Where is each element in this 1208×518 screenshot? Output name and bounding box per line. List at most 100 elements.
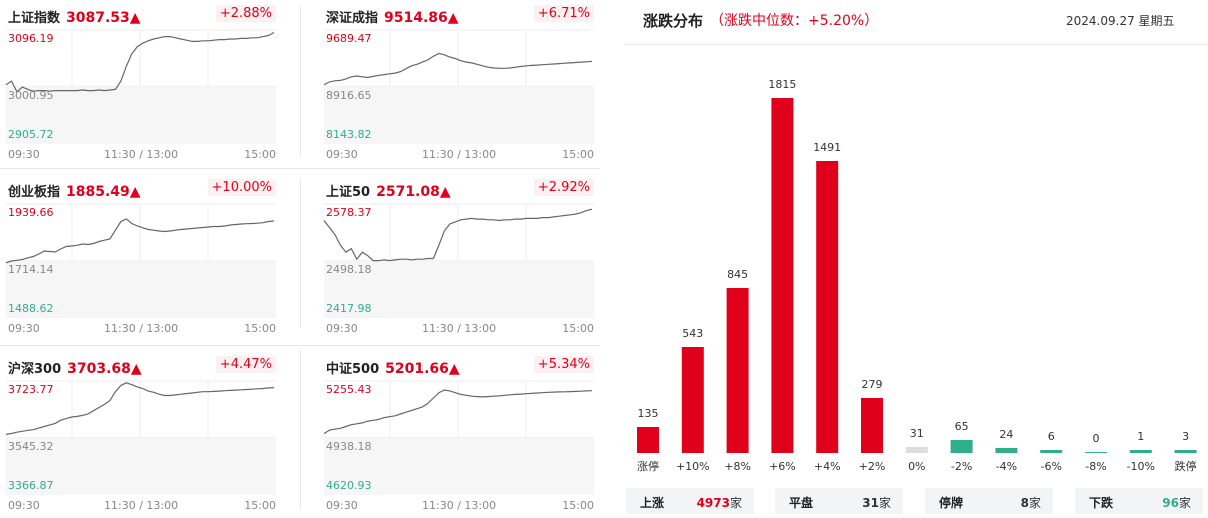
time-end: 15:00 [244,499,276,512]
distribution-bar [995,448,1018,453]
y-mid-label: 3000.95 [8,88,54,102]
price-line [5,31,275,93]
index-change: +2.88% [215,5,276,22]
bar-count-label: 279 [862,378,883,391]
time-end: 15:00 [562,322,594,335]
summary-value: 8家 [1020,496,1041,510]
bar-count-label: 845 [727,268,748,281]
bar-category-label: +10% [676,460,710,473]
y-high-label: 9689.47 [326,32,372,45]
time-end: 15:00 [562,148,594,161]
index-name: 深证成指 9514.86▲ [326,10,459,26]
price-line [323,52,593,86]
distribution-median: （涨跌中位数：+5.20%） [710,13,879,29]
index-card[interactable]: 深证成指 9514.86▲ +6.71% 9689.47 8916.65 8143.82 0… [318,0,600,165]
index-card[interactable]: 上证指数 3087.53▲ +2.88% 3096.19 3000.95 2905.72 0… [0,0,282,165]
y-high-label: 1939.66 [8,206,54,219]
summary-item: 停牌 8家 [925,488,1053,514]
time-start: 09:30 [8,148,40,161]
bar-category-label: -8% [1085,460,1106,473]
y-mid-label: 3545.32 [8,439,54,453]
distribution-bar [681,347,704,453]
time-start: 09:30 [326,322,358,335]
index-value: 2571.08▲ [376,184,451,200]
bar-category-label: -10% [1127,460,1155,473]
intraday-chart [323,380,594,495]
intraday-chart [5,29,276,144]
index-name: 上证50 2571.08▲ [326,184,451,200]
time-start: 09:30 [326,499,358,512]
index-value: 1885.49▲ [66,184,141,200]
summary-value: 4973家 [696,496,742,510]
distribution-bar [1174,450,1197,453]
y-low-label: 1488.62 [8,302,54,315]
distribution-bar [726,288,749,453]
trade-date: 2024.09.27 星期五 [1066,14,1175,28]
bar-category-label: 跌停 [1175,459,1197,473]
distribution-bar [1085,452,1107,453]
index-change: +6.71% [533,5,594,22]
distribution-bar [816,161,839,453]
summary-value: 31家 [862,496,891,510]
intraday-chart [5,203,276,318]
index-change: +2.92% [533,179,594,196]
time-mid: 11:30 / 13:00 [104,499,179,512]
price-line [323,389,593,435]
bar-count-label: 1 [1137,430,1144,443]
summary-item: 平盘 31家 [775,488,903,514]
summary-label: 上涨 [640,496,665,510]
bar-count-label: 65 [955,420,969,433]
bar-category-label: +6% [769,460,796,473]
distribution-bar-chart: 135涨停543+10%845+8%1815+6%1491+4%279+2%31… [637,78,1197,473]
index-name: 上证指数 3087.53▲ [8,10,141,26]
index-name: 中证500 5201.66▲ [326,361,460,377]
index-name: 沪深300 3703.68▲ [8,361,142,377]
intraday-chart [323,203,594,318]
time-start: 09:30 [8,499,40,512]
bar-category-label: -2% [951,460,972,473]
price-line [5,218,275,264]
bar-category-label: +2% [859,460,886,473]
y-low-label: 2905.72 [8,128,54,141]
time-start: 09:30 [326,148,358,161]
index-card[interactable]: 中证500 5201.66▲ +5.34% 5255.43 4938.18 4620.93… [318,351,600,516]
bar-category-label: 涨停 [637,459,659,473]
index-card[interactable]: 创业板指 1885.49▲ +10.00% 1939.66 1714.14 1488.62… [0,174,282,339]
summary-label: 停牌 [939,496,964,510]
bar-category-label: 0% [908,460,925,473]
index-value: 3703.68▲ [67,361,142,377]
index-change: +4.47% [215,356,276,373]
distribution-bar [1129,450,1152,453]
price-line [5,382,275,435]
index-card[interactable]: 上证50 2571.08▲ +2.92% 2578.37 2498.18 2417.98 0… [318,174,600,339]
bar-count-label: 1491 [813,141,841,154]
summary-item: 上涨 4973家 [626,488,754,514]
y-low-label: 3366.87 [8,479,54,492]
distribution-bar [861,398,883,453]
index-change: +10.00% [207,179,276,196]
bar-count-label: 3 [1182,430,1189,443]
time-mid: 11:30 / 13:00 [422,322,497,335]
y-low-label: 2417.98 [326,302,372,315]
y-high-label: 3723.77 [8,383,54,396]
index-card[interactable]: 沪深300 3703.68▲ +4.47% 3723.77 3545.32 3366.87… [0,351,282,516]
bar-count-label: 24 [999,428,1013,441]
index-value: 3087.53▲ [66,10,141,26]
intraday-chart [5,380,276,495]
bar-count-label: 31 [910,427,924,440]
distribution-bar [950,440,973,453]
y-mid-label: 8916.65 [326,88,372,102]
y-high-label: 2578.37 [326,206,372,219]
y-high-label: 3096.19 [8,32,54,45]
time-mid: 11:30 / 13:00 [104,148,179,161]
y-high-label: 5255.43 [326,383,372,396]
summary-item: 下跌 96家 [1075,488,1203,514]
bar-category-label: -4% [996,460,1017,473]
bar-count-label: 543 [682,327,703,340]
distribution-title: 涨跌分布 [643,12,704,30]
time-end: 15:00 [244,148,276,161]
bar-category-label: -6% [1040,460,1061,473]
summary-label: 下跌 [1089,496,1114,510]
time-mid: 11:30 / 13:00 [104,322,179,335]
time-start: 09:30 [8,322,40,335]
